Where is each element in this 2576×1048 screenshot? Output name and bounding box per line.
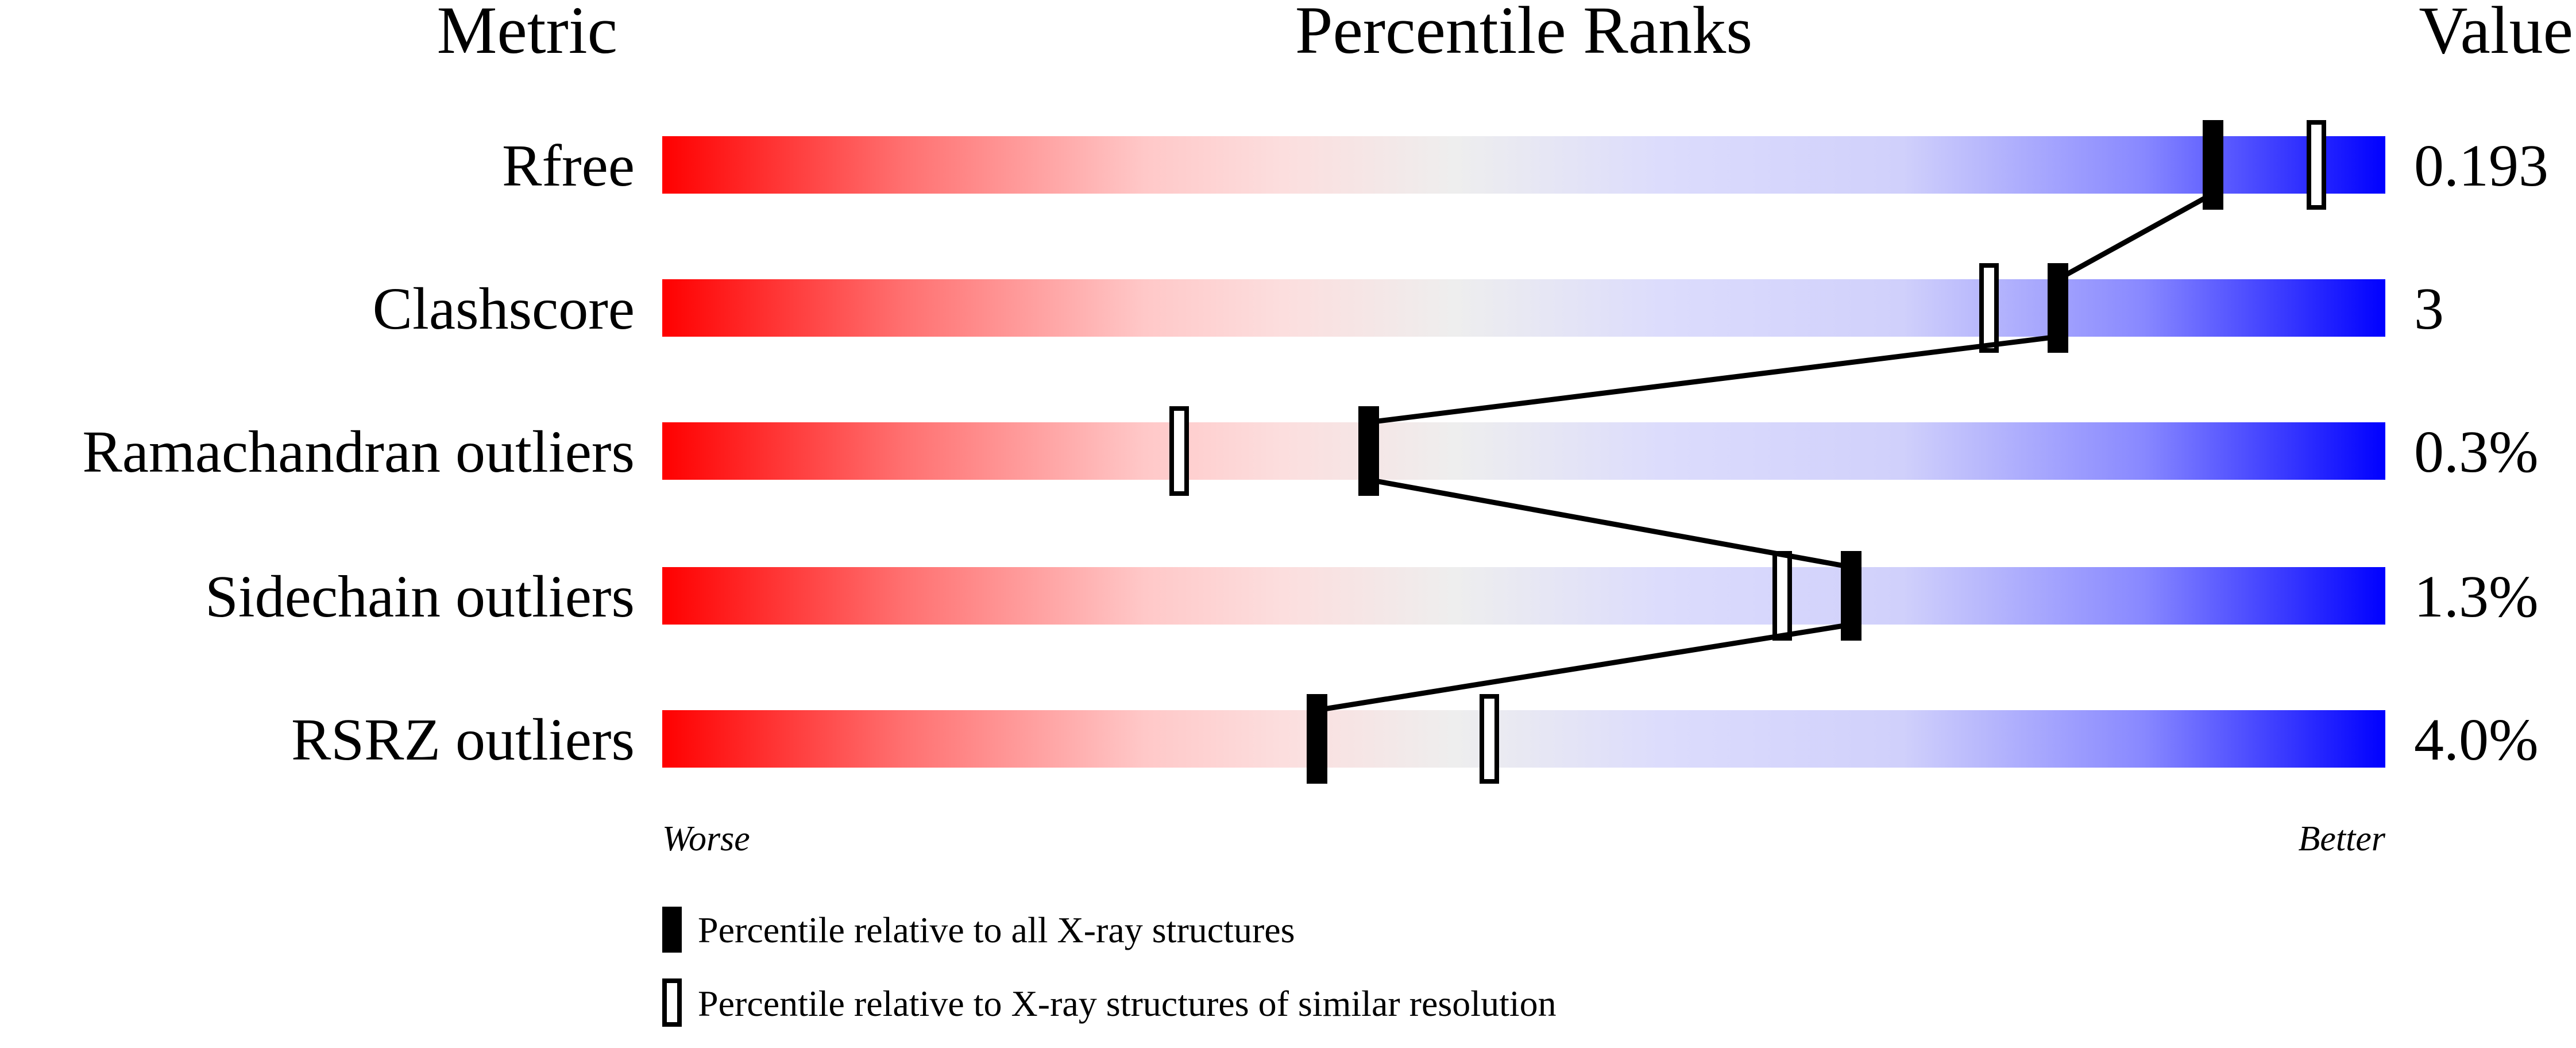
- marker-similar-resolution: [1979, 263, 1999, 353]
- metric-label: RSRZ outliers: [291, 707, 635, 773]
- percentile-bar: [662, 422, 2385, 480]
- marker-all-structures: [1307, 694, 1327, 784]
- metric-value: 0.193: [2414, 133, 2548, 199]
- axis-better-label: Better: [2299, 819, 2386, 858]
- connector-line: [2056, 191, 2215, 282]
- marker-similar-resolution: [2307, 120, 2326, 210]
- legend-open-marker-icon: [662, 978, 682, 1027]
- metric-label: Sidechain outliers: [205, 564, 635, 630]
- metric-label: Ramachandran outliers: [82, 419, 635, 485]
- metric-value: 0.3%: [2414, 419, 2539, 485]
- legend-open-label: Percentile relative to X-ray structures …: [698, 983, 1557, 1024]
- metric-label: Clashscore: [373, 276, 635, 342]
- header-percentile-ranks: Percentile Ranks: [1295, 0, 1752, 68]
- metric-value: 1.3%: [2414, 564, 2539, 630]
- metric-label: Rfree: [502, 133, 635, 199]
- connector-line: [1368, 477, 1852, 570]
- metric-value: 3: [2414, 276, 2444, 342]
- marker-all-structures: [2048, 263, 2068, 353]
- legend-filled-marker-icon: [662, 907, 682, 953]
- percentile-bar: [662, 710, 2385, 768]
- connector-line: [1368, 334, 2059, 425]
- percentile-bar: [662, 567, 2385, 625]
- metric-value: 4.0%: [2414, 707, 2539, 773]
- connector-line: [1316, 622, 1852, 713]
- marker-similar-resolution: [1480, 694, 1499, 784]
- percentile-bar: [662, 279, 2385, 337]
- axis-worse-label: Worse: [662, 819, 750, 858]
- marker-all-structures: [1358, 406, 1379, 496]
- percentile-bar: [662, 136, 2385, 194]
- marker-all-structures: [1841, 551, 1861, 641]
- legend-filled-label: Percentile relative to all X-ray structu…: [698, 910, 1295, 950]
- header-value: Value: [2419, 0, 2573, 68]
- marker-all-structures: [2203, 120, 2223, 210]
- header-metric: Metric: [437, 0, 617, 68]
- marker-similar-resolution: [1772, 551, 1792, 641]
- marker-similar-resolution: [1169, 406, 1189, 496]
